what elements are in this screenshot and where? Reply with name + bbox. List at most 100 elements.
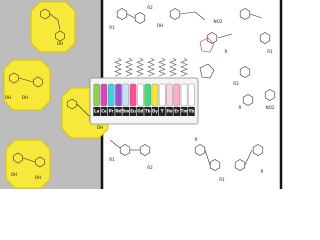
ring bbox=[199, 63, 215, 79]
spring bbox=[158, 57, 166, 77]
tube bbox=[144, 83, 151, 107]
ring bbox=[33, 76, 43, 88]
ring bbox=[194, 144, 206, 156]
ring bbox=[9, 72, 19, 84]
structure-label: R1 bbox=[109, 25, 115, 30]
tube bbox=[158, 83, 166, 107]
structure-labels: OH OH OH OH OH OH R1 R2 OH NO2 R R1 R2 R NO2 R1 R2 R R1 R bbox=[5, 5, 275, 182]
tube-label: Pr bbox=[109, 109, 114, 114]
tube bbox=[173, 83, 181, 107]
tube-label: Tm bbox=[181, 109, 188, 114]
ring bbox=[55, 30, 65, 42]
tube-label: Gd bbox=[137, 109, 143, 114]
tube-label: Er bbox=[174, 109, 179, 114]
spring bbox=[136, 57, 144, 77]
tube bbox=[115, 83, 122, 107]
tube-label-box bbox=[137, 107, 144, 116]
structure-label: OH bbox=[57, 41, 63, 46]
spring bbox=[125, 57, 133, 77]
ring bbox=[199, 37, 215, 53]
tube bbox=[93, 83, 100, 107]
tube-label-box bbox=[93, 107, 100, 116]
ring bbox=[242, 94, 254, 106]
tube-label: Sm bbox=[122, 109, 129, 114]
structure-label: OH bbox=[22, 95, 28, 100]
ring bbox=[259, 32, 271, 44]
ring bbox=[139, 144, 151, 156]
ring bbox=[67, 98, 77, 110]
structure-label: OH bbox=[5, 95, 11, 100]
tube bbox=[151, 83, 159, 107]
tube-label: Nd bbox=[115, 109, 121, 114]
tube-label: Y bbox=[160, 109, 164, 114]
ring bbox=[134, 12, 146, 24]
tube-label-box bbox=[100, 107, 108, 116]
structure-label: R bbox=[225, 49, 228, 54]
ring bbox=[119, 144, 131, 156]
tube bbox=[166, 83, 173, 107]
structure-label: R1 bbox=[109, 157, 115, 162]
bond bbox=[126, 13, 136, 19]
tube-label: Ho bbox=[166, 109, 172, 114]
spring bbox=[147, 57, 155, 77]
bond bbox=[57, 19, 61, 31]
structure-label: R2 bbox=[147, 165, 153, 170]
tube bbox=[122, 83, 130, 107]
bond bbox=[18, 77, 34, 83]
bond bbox=[76, 103, 90, 117]
ring bbox=[252, 144, 264, 156]
ring bbox=[209, 159, 221, 171]
ring bbox=[35, 156, 45, 168]
tube-label-box bbox=[144, 107, 151, 116]
tube-label-box bbox=[115, 107, 122, 116]
structure-label: R bbox=[239, 105, 242, 110]
tube-label-box bbox=[107, 107, 115, 116]
structure-label: R2 bbox=[147, 5, 153, 10]
bond bbox=[244, 149, 253, 166]
tube-label-box bbox=[129, 107, 137, 116]
toc-graphic: La Ce Pr Nd Sm Eu Gd Tb Dy Y Ho Er Tm Yb OHOHOHOHOHOH… bbox=[0, 0, 283, 189]
structure-label: OH bbox=[97, 125, 103, 130]
tube bbox=[100, 83, 108, 107]
structure-label: R2 bbox=[233, 81, 239, 86]
ligand-blob bbox=[5, 139, 51, 189]
spring bbox=[114, 57, 122, 77]
structure-label: OH bbox=[35, 175, 41, 180]
ring bbox=[13, 152, 23, 164]
tube-label: Dy bbox=[152, 109, 158, 114]
tube bbox=[129, 83, 137, 107]
tube-label: La bbox=[94, 109, 100, 114]
ligand-blob bbox=[3, 59, 51, 111]
ligand-blobs bbox=[3, 1, 109, 189]
ring bbox=[239, 66, 251, 78]
structure-label: R1 bbox=[219, 177, 225, 182]
bond bbox=[22, 157, 36, 163]
structure-label: R bbox=[195, 137, 198, 142]
tube-label: Eu bbox=[130, 109, 136, 114]
tube-label-box bbox=[158, 107, 166, 116]
tube-label-box bbox=[188, 107, 195, 116]
structure-label: NO2 bbox=[213, 19, 222, 24]
bond bbox=[49, 13, 59, 21]
structure-label: NO2 bbox=[265, 105, 274, 110]
ring bbox=[264, 89, 276, 101]
tube-label-box bbox=[180, 107, 188, 116]
structure-label: R1 bbox=[267, 49, 273, 54]
tube bbox=[188, 83, 195, 107]
ring bbox=[116, 8, 128, 20]
tube-label: Tb bbox=[145, 109, 151, 114]
tube bbox=[107, 83, 115, 107]
ring bbox=[169, 8, 181, 20]
spring bbox=[169, 57, 177, 77]
bond bbox=[217, 33, 233, 39]
bond bbox=[249, 13, 263, 19]
structure-label: R bbox=[261, 169, 264, 174]
structure-label: OH bbox=[157, 23, 163, 28]
tube-label-box bbox=[151, 107, 159, 116]
spring bbox=[180, 57, 188, 77]
structure-label: OH bbox=[11, 172, 17, 177]
tube bbox=[180, 83, 188, 107]
ring bbox=[206, 32, 218, 44]
tube-label-box bbox=[173, 107, 181, 116]
bond bbox=[109, 139, 121, 149]
